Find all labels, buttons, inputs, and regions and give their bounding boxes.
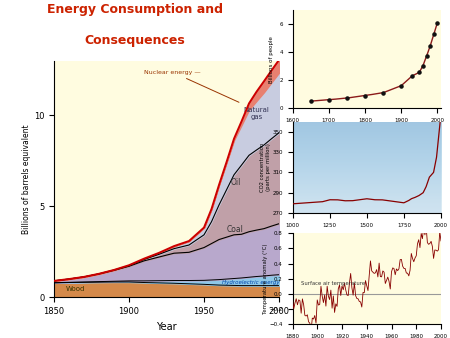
X-axis label: Year: Year [360,128,373,134]
Point [419,63,427,69]
Point [409,73,416,79]
Point [343,95,351,101]
Point [416,70,423,75]
Y-axis label: Billions of barrels equivalent: Billions of barrels equivalent [22,124,31,234]
Point [325,97,332,102]
Y-axis label: CO2 concentration
(parts per million): CO2 concentration (parts per million) [260,143,271,192]
Point [307,98,314,104]
Point [379,90,387,95]
Text: Wood: Wood [66,286,86,291]
Text: Surface air temperature: Surface air temperature [301,281,365,286]
Point [397,83,405,89]
Text: Consequences: Consequences [85,34,185,47]
Point [361,93,369,98]
Text: Oil: Oil [231,177,241,187]
Text: Hydroelectric energy: Hydroelectric energy [222,280,279,285]
Y-axis label: Temperature anomaly (°C): Temperature anomaly (°C) [263,244,268,314]
X-axis label: Year: Year [156,322,177,332]
Text: Energy Consumption and: Energy Consumption and [47,3,223,16]
Point [427,43,434,49]
Text: Coal: Coal [226,225,243,234]
Point [430,32,437,37]
Point [434,20,441,25]
Text: Nuclear energy —: Nuclear energy — [144,70,239,102]
Text: Natural
gas: Natural gas [243,107,270,120]
Y-axis label: Billions of people: Billions of people [269,36,274,82]
Point [423,54,430,59]
X-axis label: Year: Year [360,233,373,238]
